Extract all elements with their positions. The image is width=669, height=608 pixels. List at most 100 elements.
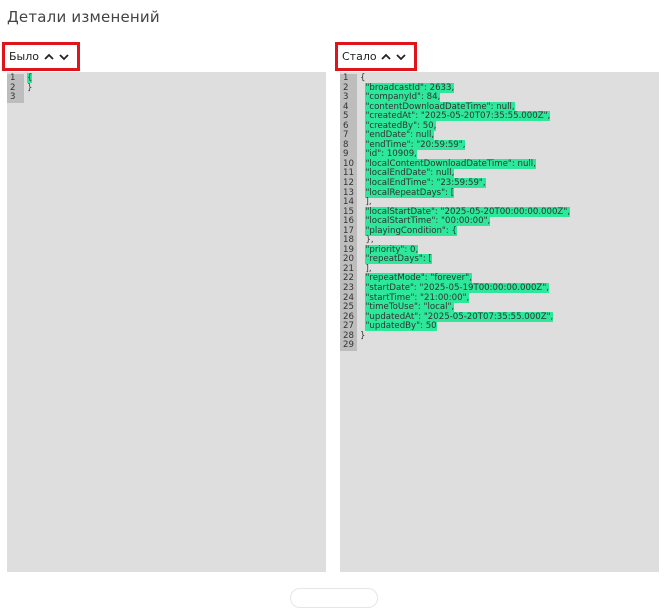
code-line: 2} [7, 82, 326, 94]
code-line: 2 "broadcastId": 2633, [340, 82, 659, 94]
code-text: }, [360, 235, 374, 246]
code-text: "createdBy": 50, [365, 120, 437, 131]
code-line: 9 "id": 10909, [340, 149, 659, 160]
code-text: "localContentDownloadDateTime": null, [365, 158, 536, 169]
line-number: 2 [7, 83, 24, 94]
code-line: 5 "createdAt": "2025-05-20T07:35:55.000Z… [340, 111, 659, 122]
code-line: 27 "updatedBy": 50 [340, 321, 659, 332]
code-text: "endDate": null, [365, 130, 435, 141]
code-line: 23 "startDate": "2025-05-19T00:00:00.000… [340, 283, 659, 294]
code-line: 6 "createdBy": 50, [340, 120, 659, 132]
code-line: 22 "repeatMode": "forever", [340, 273, 659, 285]
code-line: 4 "contentDownloadDateTime": null, [340, 101, 659, 113]
line-number: 3 [340, 93, 357, 103]
line-number: 17 [340, 226, 357, 237]
code-line: 8 "endTime": "20:59:59", [340, 139, 659, 151]
line-number: 21 [340, 264, 357, 275]
line-number: 4 [340, 102, 357, 113]
line-number: 9 [340, 150, 357, 160]
code-text: "playingCondition": { [365, 225, 457, 236]
code-line: 20 "repeatDays": [ [340, 254, 659, 265]
line-number: 7 [340, 131, 357, 141]
line-number: 10 [340, 159, 357, 170]
code-line: 10 "localContentDownloadDateTime": null, [340, 158, 659, 170]
code-text: "id": 10909, [365, 149, 417, 160]
code-line: 7 "endDate": null, [340, 130, 659, 141]
before-code-pane[interactable]: 1{2} 3 [7, 72, 326, 572]
code-text: "startDate": "2025-05-19T00:00:00.000Z", [365, 283, 550, 294]
page-title: Детали изменений [7, 8, 160, 26]
code-text: { [27, 73, 33, 83]
code-text: "startTime": "21:00:00", [365, 292, 470, 303]
code-line: 3 "companyId": 84, [340, 92, 659, 103]
chevron-up-icon [43, 53, 54, 60]
line-number: 11 [340, 169, 357, 180]
code-line: 13 "localRepeatDays": [ [340, 187, 659, 199]
line-number: 13 [340, 188, 357, 199]
line-number: 28 [340, 331, 357, 342]
line-number: 27 [340, 322, 357, 332]
code-text: "createdAt": "2025-05-20T07:35:55.000Z", [365, 111, 551, 122]
after-pane-label: Стало [342, 50, 377, 63]
code-text: "localStartDate": "2025-05-20T00:00:00.0… [365, 206, 571, 217]
code-line: 19 "priority": 0, [340, 244, 659, 256]
line-number: 2 [340, 83, 357, 94]
code-line: 29 [340, 341, 659, 351]
code-text: "broadcastId": 2633, [365, 82, 455, 93]
line-number: 25 [340, 303, 357, 313]
code-line: 11 "localEndDate": null, [340, 168, 659, 180]
line-number: 19 [340, 245, 357, 256]
line-number: 20 [340, 255, 357, 265]
code-text: } [360, 330, 366, 341]
code-line: 15 "localStartDate": "2025-05-20T00:00:0… [340, 206, 659, 218]
code-text: } [27, 82, 33, 93]
line-number: 3 [7, 93, 24, 103]
line-number: 22 [340, 274, 357, 285]
line-number: 15 [340, 207, 357, 218]
line-number: 14 [340, 198, 357, 208]
code-line: 18 }, [340, 236, 659, 246]
code-line: 26 "updatedAt": "2025-05-20T07:35:55.000… [340, 311, 659, 323]
before-pane-header: Было [2, 42, 80, 71]
code-line: 16 "localStartTime": "00:00:00", [340, 216, 659, 227]
code-text: "timeToUse": "local", [365, 302, 455, 313]
line-number: 12 [340, 178, 357, 189]
code-line: 21 ], [340, 264, 659, 275]
code-text [24, 93, 27, 103]
code-text: "contentDownloadDateTime": null, [365, 101, 515, 112]
code-text [357, 341, 360, 351]
before-pane-label: Было [9, 50, 39, 63]
chevron-down-icon [58, 53, 69, 60]
code-text: "endTime": "20:59:59", [365, 139, 466, 150]
line-number: 1 [7, 73, 24, 84]
code-text: "updatedBy": 50 [365, 321, 437, 332]
after-next-change-button[interactable] [396, 50, 407, 64]
code-text: "repeatDays": [ [365, 254, 432, 265]
line-number: 5 [340, 112, 357, 122]
code-text: ], [360, 197, 372, 208]
line-number: 6 [340, 121, 357, 132]
before-prev-change-button[interactable] [43, 50, 54, 64]
line-number: 23 [340, 283, 357, 294]
code-text: "priority": 0, [365, 244, 419, 255]
chevron-down-icon [396, 53, 406, 60]
code-line: 1{ [340, 73, 659, 84]
code-text: "localStartTime": "00:00:00", [365, 216, 491, 227]
code-text: "localRepeatDays": [ [365, 187, 455, 198]
code-line: 3 [7, 93, 326, 103]
bottom-button-partial[interactable] [290, 588, 378, 608]
code-line: 1{ [7, 73, 326, 84]
line-number: 1 [340, 73, 357, 84]
code-line: 14 ], [340, 198, 659, 208]
code-text: "updatedAt": "2025-05-20T07:35:55.000Z", [365, 311, 554, 322]
code-line: 28} [340, 330, 659, 342]
code-line: 25 "timeToUse": "local", [340, 302, 659, 313]
after-prev-change-button[interactable] [381, 50, 392, 64]
after-code-pane[interactable]: 1{2 "broadcastId": 2633, 3 "companyId": 8… [340, 72, 659, 572]
before-next-change-button[interactable] [58, 50, 69, 64]
line-number: 29 [340, 341, 357, 351]
code-line: 17 "playingCondition": { [340, 225, 659, 237]
line-number: 24 [340, 293, 357, 304]
code-line: 12 "localEndTime": "23:59:59", [340, 178, 659, 189]
chevron-up-icon [381, 53, 391, 60]
